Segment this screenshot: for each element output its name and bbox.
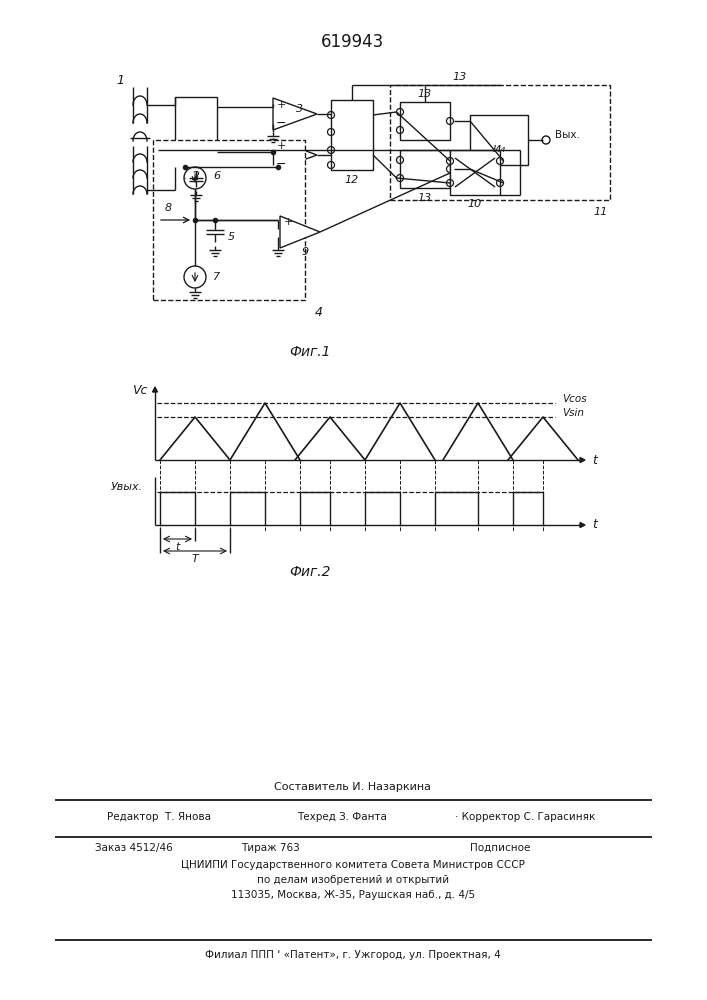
- Text: +: +: [276, 141, 286, 151]
- Text: T: T: [192, 554, 199, 564]
- Bar: [450, 150, 500, 195]
- Text: Vcos: Vcos: [562, 394, 587, 404]
- Bar: [175, 97, 217, 167]
- Text: 6: 6: [213, 171, 220, 181]
- Bar: [331, 100, 373, 170]
- Text: 10: 10: [468, 199, 482, 209]
- Text: 5: 5: [228, 232, 235, 242]
- Text: 11: 11: [594, 207, 608, 217]
- Bar: [390, 85, 610, 200]
- Text: +: +: [276, 100, 286, 110]
- Text: Фиг.2: Фиг.2: [289, 565, 331, 579]
- Text: Подписное: Подписное: [470, 843, 530, 853]
- Text: Заказ 4512/46: Заказ 4512/46: [95, 843, 173, 853]
- Bar: [470, 115, 528, 165]
- Text: ЦНИИПИ Государственного комитета Совета Министров СССР: ЦНИИПИ Государственного комитета Совета …: [181, 860, 525, 870]
- Text: Филиал ППП ‘ «Патент», г. Ужгород, ул. Проектная, 4: Филиал ППП ‘ «Патент», г. Ужгород, ул. П…: [205, 950, 501, 960]
- Text: Техред З. Фанта: Техред З. Фанта: [297, 812, 387, 822]
- Text: −: −: [276, 157, 286, 170]
- Text: 7: 7: [213, 272, 220, 282]
- Polygon shape: [153, 387, 158, 392]
- Text: 113035, Москва, Ж-35, Раушская наб., д. 4/5: 113035, Москва, Ж-35, Раушская наб., д. …: [231, 890, 475, 900]
- Text: t: t: [175, 542, 179, 552]
- Text: 9: 9: [301, 247, 308, 257]
- Text: 13: 13: [418, 193, 432, 203]
- Text: 3: 3: [296, 104, 303, 114]
- Text: +: +: [284, 217, 293, 227]
- Text: Vc: Vc: [132, 383, 148, 396]
- Text: · Корректор С. Гарасиняк: · Корректор С. Гарасиняк: [455, 812, 595, 822]
- Text: Vsin: Vsin: [562, 408, 584, 418]
- Text: 4: 4: [315, 306, 323, 318]
- Text: 13: 13: [453, 72, 467, 82]
- Text: Вых.: Вых.: [555, 130, 580, 140]
- Text: 2: 2: [192, 170, 200, 184]
- Text: Фиг.1: Фиг.1: [289, 345, 331, 359]
- Text: Редактор  Т. Янова: Редактор Т. Янова: [107, 812, 211, 822]
- Polygon shape: [580, 522, 585, 528]
- Text: Увых.: Увых.: [111, 482, 143, 492]
- Text: t: t: [592, 518, 597, 532]
- Bar: [400, 150, 450, 188]
- Text: Составитель И. Назаркина: Составитель И. Назаркина: [274, 782, 431, 792]
- Text: −: −: [276, 116, 286, 129]
- Text: 1: 1: [116, 74, 124, 87]
- Text: 8: 8: [165, 203, 172, 213]
- Polygon shape: [580, 458, 585, 462]
- Text: и₄: и₄: [493, 141, 506, 154]
- Polygon shape: [273, 139, 317, 171]
- Text: 12: 12: [345, 175, 359, 185]
- Bar: [153, 140, 305, 300]
- Text: Тираж 763: Тираж 763: [240, 843, 299, 853]
- Bar: [400, 102, 450, 140]
- Text: t: t: [592, 454, 597, 466]
- Text: 13: 13: [418, 89, 432, 99]
- Polygon shape: [280, 216, 320, 248]
- Polygon shape: [273, 98, 317, 130]
- Text: по делам изобретений и открытий: по делам изобретений и открытий: [257, 875, 449, 885]
- Text: 619943: 619943: [322, 33, 385, 51]
